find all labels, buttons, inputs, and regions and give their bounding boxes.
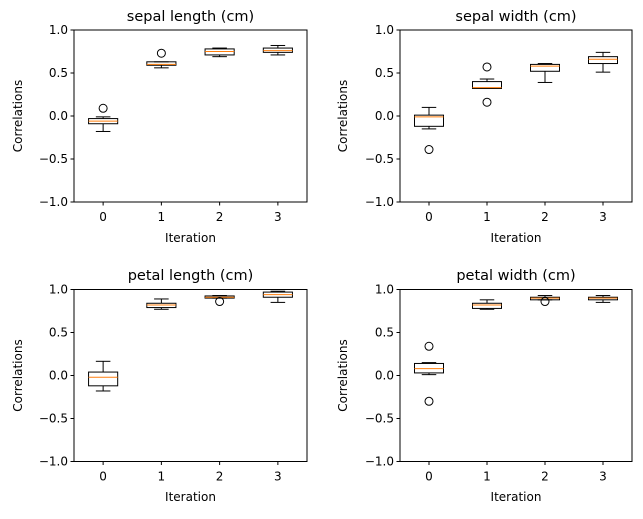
box-group [588,295,618,303]
box-group [472,299,502,310]
outlier-point [482,97,492,107]
x-axis-label: Iteration [165,490,216,504]
box-group [204,295,235,307]
y-tick-label: 0.0 [375,369,394,383]
subplot-title: petal width (cm) [456,268,575,284]
box-iqr [88,371,119,387]
outlier-point [424,341,434,351]
box-group [262,44,293,56]
y-tick-label: −1.0 [39,455,68,469]
subplot-petal-length: petal length (cm) Iteration Correlations… [11,268,308,504]
y-tick-label: −0.5 [365,152,394,166]
y-tick-label: −1.0 [365,195,394,209]
outlier-point [215,297,225,307]
x-tick-label: 2 [541,210,549,224]
y-tick-label: −1.0 [39,195,68,209]
box-iqr [472,302,502,309]
x-tick-label: 0 [99,470,107,484]
x-tick-label: 3 [599,210,607,224]
x-tick-label: 1 [483,470,491,484]
y-tick-label: 0.5 [49,66,68,80]
y-axis-label: Correlations [11,80,25,152]
y-tick-label: 0.5 [49,326,68,340]
y-tick-label: 0.5 [375,66,394,80]
box-group [530,295,560,307]
subplot-sepal-length: sepal length (cm) Iteration Correlations… [11,9,308,245]
x-tick-label: 2 [541,470,549,484]
y-tick-label: −0.5 [39,152,68,166]
x-tick-label: 1 [158,210,166,224]
outlier-point [540,297,550,307]
box-group [588,51,618,73]
box-group [88,103,119,132]
y-tick-label: 0.0 [375,109,394,123]
x-tick-label: 0 [99,210,107,224]
y-axis-label: Correlations [11,339,25,411]
x-tick-label: 0 [425,470,433,484]
x-tick-label: 0 [425,210,433,224]
y-tick-label: 0.5 [375,326,394,340]
box-group [204,47,235,58]
y-tick-label: 1.0 [375,23,394,37]
y-tick-label: 0.0 [49,369,68,383]
y-tick-label: 0.0 [49,109,68,123]
x-tick-label: 3 [599,470,607,484]
subplot-petal-width: petal width (cm) Iteration Correlations … [336,268,633,504]
box-group [530,63,560,83]
outlier-point [156,48,166,58]
y-axis-label: Correlations [336,80,350,152]
outlier-point [424,396,434,406]
box-group [262,290,293,303]
x-tick-label: 1 [483,210,491,224]
box-group [146,48,177,69]
y-tick-label: −1.0 [365,455,394,469]
x-tick-label: 2 [216,470,224,484]
subplot-title: petal length (cm) [128,268,254,284]
outlier-point [98,103,108,113]
y-tick-label: 1.0 [49,283,68,297]
box-iqr [414,114,444,127]
box-iqr [530,63,560,72]
y-tick-label: −0.5 [365,412,394,426]
outlier-point [482,62,492,72]
y-axis-label: Correlations [336,339,350,411]
box-group [472,62,502,107]
subplot-title: sepal length (cm) [127,9,254,25]
box-group [414,106,444,155]
box-group [414,341,444,406]
outlier-point [424,145,434,155]
y-tick-label: −0.5 [39,412,68,426]
x-tick-label: 3 [274,470,282,484]
box-iqr [588,56,618,65]
box-group [146,298,177,310]
y-tick-label: 1.0 [375,283,394,297]
subplot-title: sepal width (cm) [455,9,576,25]
x-tick-label: 1 [158,470,166,484]
subplot-sepal-width: sepal width (cm) Iteration Correlations … [336,9,633,245]
box-iqr [146,61,177,66]
x-axis-label: Iteration [491,231,542,245]
box-group [88,360,119,392]
x-tick-label: 3 [274,210,282,224]
x-axis-label: Iteration [491,490,542,504]
x-tick-label: 2 [216,210,224,224]
box-iqr [472,81,502,89]
x-axis-label: Iteration [165,231,216,245]
y-tick-label: 1.0 [49,23,68,37]
